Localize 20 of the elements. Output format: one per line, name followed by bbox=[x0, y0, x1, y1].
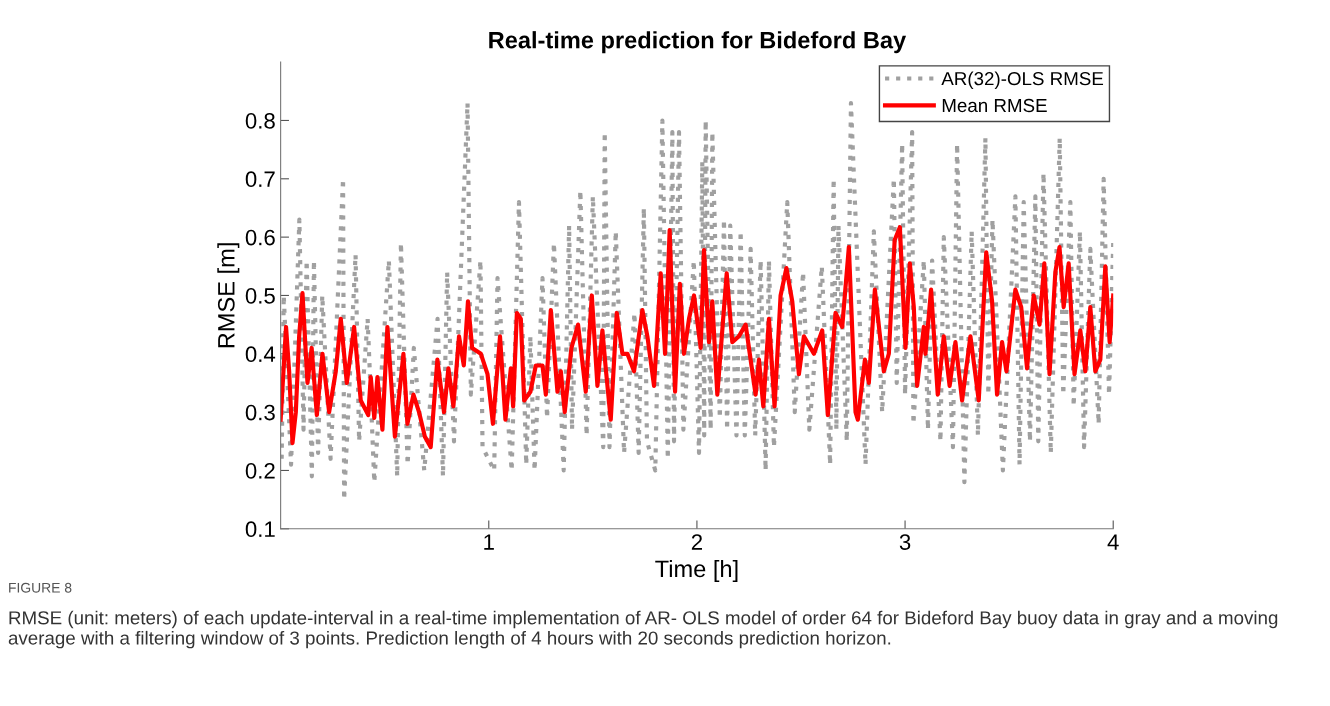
x-axis-title: Time [h] bbox=[655, 559, 738, 582]
y-tick-label: 0.2 bbox=[245, 463, 275, 479]
y-tick-label: 0.3 bbox=[245, 404, 275, 421]
y-tick-label: 0.8 bbox=[245, 113, 275, 129]
x-tick-label: 3 bbox=[899, 534, 911, 550]
y-tick-label: 0.6 bbox=[245, 229, 275, 246]
legend-label: AR(32)-OLS RMSE bbox=[941, 71, 1104, 89]
legend-label: Mean RMSE bbox=[942, 98, 1047, 113]
text: RMSE (unit: meters) of each update-interval in a real-time implementation of AR- OLS model of order 64 for Bideford Bay buoy data in gray and a moving average with a filtering window of 3 points. Prediction length of 4 hours with 20 seconds prediction horizon. bbox=[8, 610, 1278, 649]
y-tick-label: 0.1 bbox=[245, 521, 275, 538]
y-tick-label: 0.7 bbox=[245, 171, 275, 188]
y-tick-label: 0.4 bbox=[245, 346, 276, 363]
x-tick-label: 1 bbox=[484, 534, 494, 550]
y-axis-title: RMSE [m] bbox=[217, 243, 240, 348]
x-tick-label: 2 bbox=[691, 534, 702, 550]
line-series bbox=[280, 225, 1114, 450]
chart-title: Real-time prediction for Bideford Bay bbox=[489, 31, 907, 54]
x-tick-label: 4 bbox=[1107, 534, 1119, 550]
caption: FIGURE 8 bbox=[9, 582, 72, 593]
y-tick-label: 0.5 bbox=[245, 288, 275, 304]
